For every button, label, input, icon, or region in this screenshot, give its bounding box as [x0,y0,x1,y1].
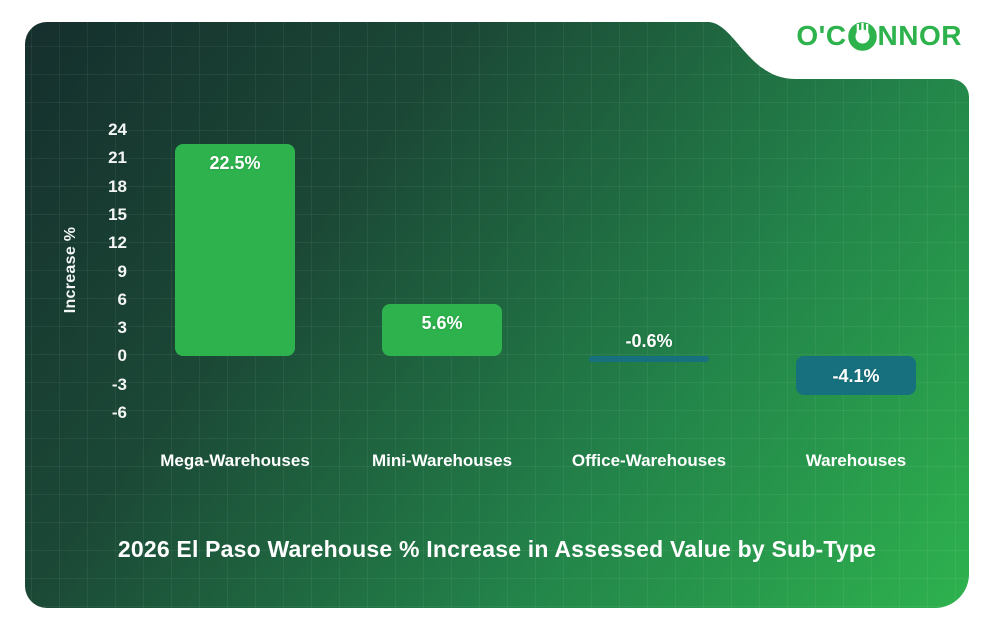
chart-card: Increase % 24 21 18 15 12 9 6 3 0 -3 -6 22.5% 5.6% -… [25,22,969,608]
logo-text-right: NNOR [877,20,962,51]
y-tick-label: 18 [108,176,127,196]
bar-value-label-office-warehouses: -0.6% [625,331,673,352]
category-label-mini-warehouses: Mini-Warehouses [371,451,513,470]
knuckle-o-icon [847,21,877,51]
y-tick-label: 9 [117,261,127,281]
y-tick-label: -6 [111,403,127,422]
bar-office-warehouses [589,356,709,363]
chart-title: 2026 El Paso Warehouse % Increase in Ass… [117,536,877,562]
category-label-warehouses: Warehouses [805,451,907,470]
y-tick-label: 12 [108,233,127,253]
logo-text-left: O'C [796,20,847,51]
y-tick-label: 21 [108,148,127,168]
y-tick-label: 0 [117,346,127,366]
bar-value-label-mini-warehouses: 5.6% [421,312,463,333]
card-top-right-notch [709,22,969,97]
y-tick-label: 6 [117,289,127,309]
bar-warehouses [796,356,916,396]
bar-mega-warehouses [175,144,295,357]
bar-mini-warehouses [382,303,502,357]
oconnor-logo: O'C NNOR [796,20,962,52]
category-label-office-warehouses: Office-Warehouses [571,451,727,470]
y-tick-label: 24 [108,120,127,139]
bar-value-label-warehouses: -4.1% [832,365,880,386]
bar-value-label-mega-warehouses: 22.5% [209,153,261,174]
y-tick-label: 3 [117,318,127,338]
category-label-mega-warehouses: Mega-Warehouses [160,451,310,470]
y-tick-label: -3 [111,374,127,394]
y-tick-label: 15 [108,204,127,224]
